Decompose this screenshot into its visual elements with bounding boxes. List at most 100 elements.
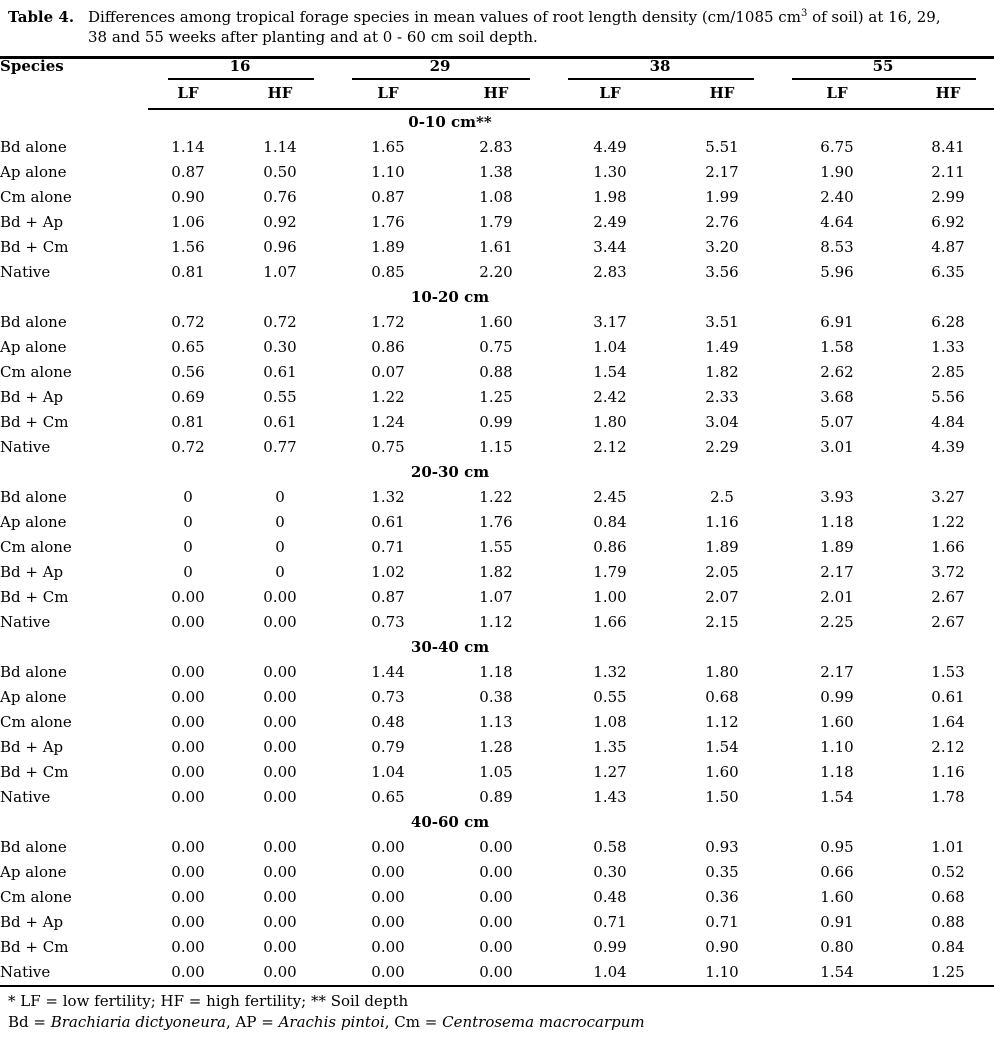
value-cell: 6.28 <box>931 313 965 331</box>
value-cell: 0.00 <box>171 763 205 781</box>
caption-line2: 38 and 55 weeks after planting and at 0 … <box>88 28 538 46</box>
soil-depth-section-row: 30-40 cm <box>0 635 994 660</box>
value-cell: 0.00 <box>371 913 405 931</box>
value-cell: 2.17 <box>705 163 739 181</box>
week-38-label: 38 <box>649 57 671 75</box>
table-row: Native 0.00 0.00 0.65 0.89 1.43 1.50 1.54 1.78 <box>0 785 994 810</box>
value-cell: 0.48 <box>371 713 405 731</box>
value-cell: 0.52 <box>931 863 965 881</box>
value-cell: 2.07 <box>705 588 739 606</box>
value-cell: 2.20 <box>479 263 513 281</box>
value-cell: 2.67 <box>931 588 965 606</box>
value-cell: 0.61 <box>931 688 965 706</box>
species-cell: Bd + Ap <box>0 563 64 581</box>
value-cell: 0.00 <box>263 863 297 881</box>
week-55-underline <box>792 78 976 80</box>
value-cell: 0.00 <box>171 888 205 906</box>
value-cell: 1.60 <box>820 888 854 906</box>
value-cell: 0.84 <box>593 513 627 531</box>
species-cell: Bd alone <box>0 838 67 856</box>
value-cell: 8.41 <box>931 138 965 156</box>
value-cell: 0.00 <box>263 888 297 906</box>
caption-superscript: 3 <box>800 8 808 19</box>
value-cell: 1.99 <box>705 188 739 206</box>
table-row: Cm alone 0 0 0.71 1.55 0.86 1.89 1.89 1.66 <box>0 535 994 560</box>
value-cell: 4.64 <box>820 213 854 231</box>
value-cell: 1.32 <box>593 663 627 681</box>
value-cell: 2.85 <box>931 363 965 381</box>
value-cell: 1.54 <box>705 738 739 756</box>
value-cell: 1.54 <box>820 788 854 806</box>
value-cell: 1.80 <box>705 663 739 681</box>
value-cell: 0.84 <box>931 938 965 956</box>
value-cell: 4.49 <box>593 138 627 156</box>
species-cell: Cm alone <box>0 188 72 206</box>
value-cell: 0.58 <box>593 838 627 856</box>
value-cell: 1.78 <box>931 788 965 806</box>
value-cell: 0.00 <box>263 838 297 856</box>
value-cell: 0.81 <box>171 413 205 431</box>
value-cell: 1.54 <box>820 963 854 981</box>
col-header-species: Species <box>0 57 64 75</box>
value-cell: 0.65 <box>371 788 405 806</box>
species-cell: Cm alone <box>0 363 72 381</box>
species-cell: Ap alone <box>0 338 67 356</box>
soil-depth-header: 30-40 cm <box>410 638 490 656</box>
value-cell: 3.51 <box>705 313 739 331</box>
species-latin-name: Arachis pintoi <box>278 1013 385 1031</box>
value-cell: 1.55 <box>479 538 513 556</box>
value-cell: 0.00 <box>371 938 405 956</box>
value-cell: 0.99 <box>820 688 854 706</box>
value-cell: 0.80 <box>820 938 854 956</box>
col-header-hf-29: HF <box>444 80 548 110</box>
value-cell: 0.00 <box>263 763 297 781</box>
value-cell: 0.00 <box>171 863 205 881</box>
value-cell: 0.00 <box>479 963 513 981</box>
value-cell: 3.20 <box>705 238 739 256</box>
value-cell: 0.95 <box>820 838 854 856</box>
value-cell: 3.72 <box>931 563 965 581</box>
value-cell: 0.00 <box>171 663 205 681</box>
soil-depth-section-row: 0-10 cm** <box>0 109 994 135</box>
species-cell: Bd + Ap <box>0 738 64 756</box>
species-cell: Native <box>0 263 51 281</box>
value-cell: 2.76 <box>705 213 739 231</box>
value-cell: 0.00 <box>263 713 297 731</box>
soil-depth-header: 0-10 cm** <box>408 113 492 131</box>
value-cell: 1.10 <box>820 738 854 756</box>
value-cell: 1.54 <box>593 363 627 381</box>
table-row: Bd + Cm 0.81 0.61 1.24 0.99 1.80 3.04 5.07 4.84 <box>0 410 994 435</box>
species-cell: Bd + Cm <box>0 413 69 431</box>
value-cell: 3.17 <box>593 313 627 331</box>
value-cell: 6.92 <box>931 213 965 231</box>
soil-depth-header: 10-20 cm <box>410 288 490 306</box>
col-header-lf-29: LF <box>332 80 444 110</box>
value-cell: 1.02 <box>371 563 405 581</box>
col-header-week-38: 38 <box>548 57 772 80</box>
species-cell: Bd + Cm <box>0 938 69 956</box>
table-row: Bd alone 0.72 0.72 1.72 1.60 3.17 3.51 6.91 6.28 <box>0 310 994 335</box>
value-cell: 3.01 <box>820 438 854 456</box>
soil-depth-section-row: 40-60 cm <box>0 810 994 835</box>
value-cell: 0.56 <box>171 363 205 381</box>
value-cell: 3.56 <box>705 263 739 281</box>
table-body: 0-10 cm** Bd alone 1.14 1.14 1.65 2.83 4.49 5.5… <box>0 109 994 986</box>
value-cell: 0.00 <box>371 838 405 856</box>
value-cell: 6.35 <box>931 263 965 281</box>
value-cell: 4.87 <box>931 238 965 256</box>
table-label: Table 4. <box>8 8 75 26</box>
value-cell: 0.00 <box>263 588 297 606</box>
value-cell: 0.87 <box>171 163 205 181</box>
value-cell: 1.58 <box>820 338 854 356</box>
value-cell: 1.07 <box>263 263 297 281</box>
value-cell: 0.72 <box>171 313 205 331</box>
value-cell: 0.00 <box>371 963 405 981</box>
value-cell: 0.75 <box>479 338 513 356</box>
table-footnotes: * LF = low fertility; HF = high fertilit… <box>0 987 994 1033</box>
value-cell: 0 <box>183 538 193 556</box>
species-cell: Cm alone <box>0 713 72 731</box>
species-cell: Native <box>0 613 51 631</box>
value-cell: 1.72 <box>371 313 405 331</box>
species-cell: Bd + Ap <box>0 213 64 231</box>
value-cell: 0.96 <box>263 238 297 256</box>
